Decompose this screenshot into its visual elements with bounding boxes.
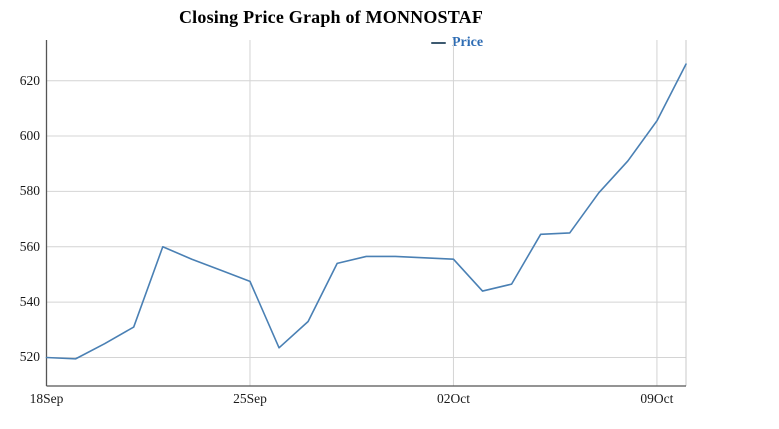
y-tick-label: 560 bbox=[19, 238, 40, 254]
y-tick-label: 580 bbox=[19, 183, 40, 199]
legend-line-marker-icon bbox=[431, 41, 446, 45]
chart-title: Closing Price Graph of MONNOSTAF bbox=[178, 7, 484, 27]
y-tick-label: 600 bbox=[19, 128, 40, 144]
y-tick-label: 520 bbox=[19, 349, 40, 365]
x-tick-label: 09Oct bbox=[640, 391, 674, 406]
legend: Price bbox=[431, 35, 483, 51]
y-tick-label: 540 bbox=[19, 294, 40, 310]
y-tick-label: 620 bbox=[19, 72, 40, 88]
price-line-series bbox=[45, 63, 687, 360]
x-tick-label: 02Oct bbox=[436, 391, 470, 406]
x-tick-label: 25Sep bbox=[233, 391, 267, 406]
legend-label: Price bbox=[452, 35, 484, 50]
x-tick-label: 18Sep bbox=[29, 391, 64, 406]
